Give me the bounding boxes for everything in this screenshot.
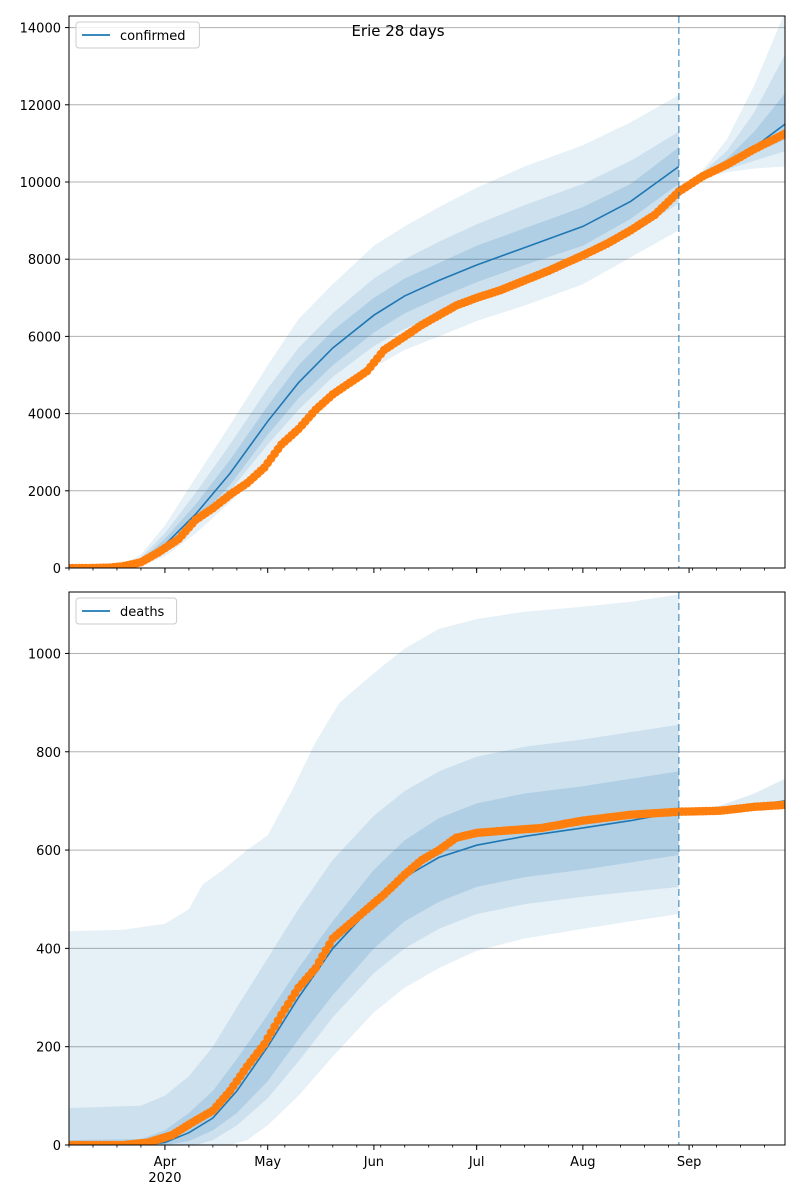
chart-title: Erie 28 days — [351, 22, 444, 40]
axes-frame — [68, 591, 786, 1146]
y-tick-label: 14000 — [20, 22, 61, 37]
observed-markers — [69, 800, 785, 1145]
x-tick-label: Jul — [468, 1155, 485, 1170]
confirmed-chart: 0 2000 4000 6000 8000 10000 12000 14000 Erie 28 … — [20, 15, 786, 577]
deaths-chart: 0 200 400 600 800 1000 Apr May Jun Jul Aug Sep 2020 d… — [28, 591, 786, 1186]
y-tick-label: 4000 — [28, 408, 61, 423]
legend-label: deaths — [120, 605, 165, 620]
uncertainty-band — [69, 147, 679, 568]
legend-box — [75, 597, 178, 625]
y-tick-label: 800 — [36, 746, 61, 761]
uncertainty-band — [69, 771, 679, 1145]
y-tick-label: 2000 — [28, 485, 61, 500]
y-tick-label: 1000 — [28, 647, 61, 662]
axes-frame — [68, 15, 786, 569]
legend-box — [75, 21, 200, 49]
x-tick-label: Sep — [677, 1155, 702, 1170]
y-tick-label: 400 — [36, 942, 61, 957]
observed-point — [780, 129, 785, 138]
x-year-label: 2020 — [148, 1171, 181, 1186]
uncertainty-band — [69, 594, 679, 1145]
uncertainty-band — [69, 95, 679, 568]
y-tick-label: 6000 — [28, 330, 61, 345]
legend: confirmed — [75, 21, 200, 49]
uncertainty-band — [69, 131, 679, 568]
y-tick-label: 10000 — [20, 176, 61, 191]
x-tick-label: Apr — [154, 1155, 177, 1170]
y-tick-label: 8000 — [28, 253, 61, 268]
x-tick-label: Jun — [363, 1155, 384, 1170]
y-tick-label: 600 — [36, 844, 61, 859]
uncertainty-band — [678, 54, 785, 192]
y-tick-label: 0 — [53, 1139, 61, 1154]
plot-area — [69, 594, 785, 1145]
observed-markers — [69, 129, 785, 568]
observed-point — [780, 800, 785, 810]
y-tick-label: 200 — [36, 1041, 61, 1056]
y-tick-label: 12000 — [20, 99, 61, 114]
plot-area — [69, 16, 785, 568]
x-tick-label: Aug — [570, 1155, 595, 1170]
legend: deaths — [75, 597, 178, 625]
y-tick-label: 0 — [53, 562, 61, 577]
x-tick-label: May — [254, 1155, 281, 1170]
legend-label: confirmed — [120, 29, 186, 44]
